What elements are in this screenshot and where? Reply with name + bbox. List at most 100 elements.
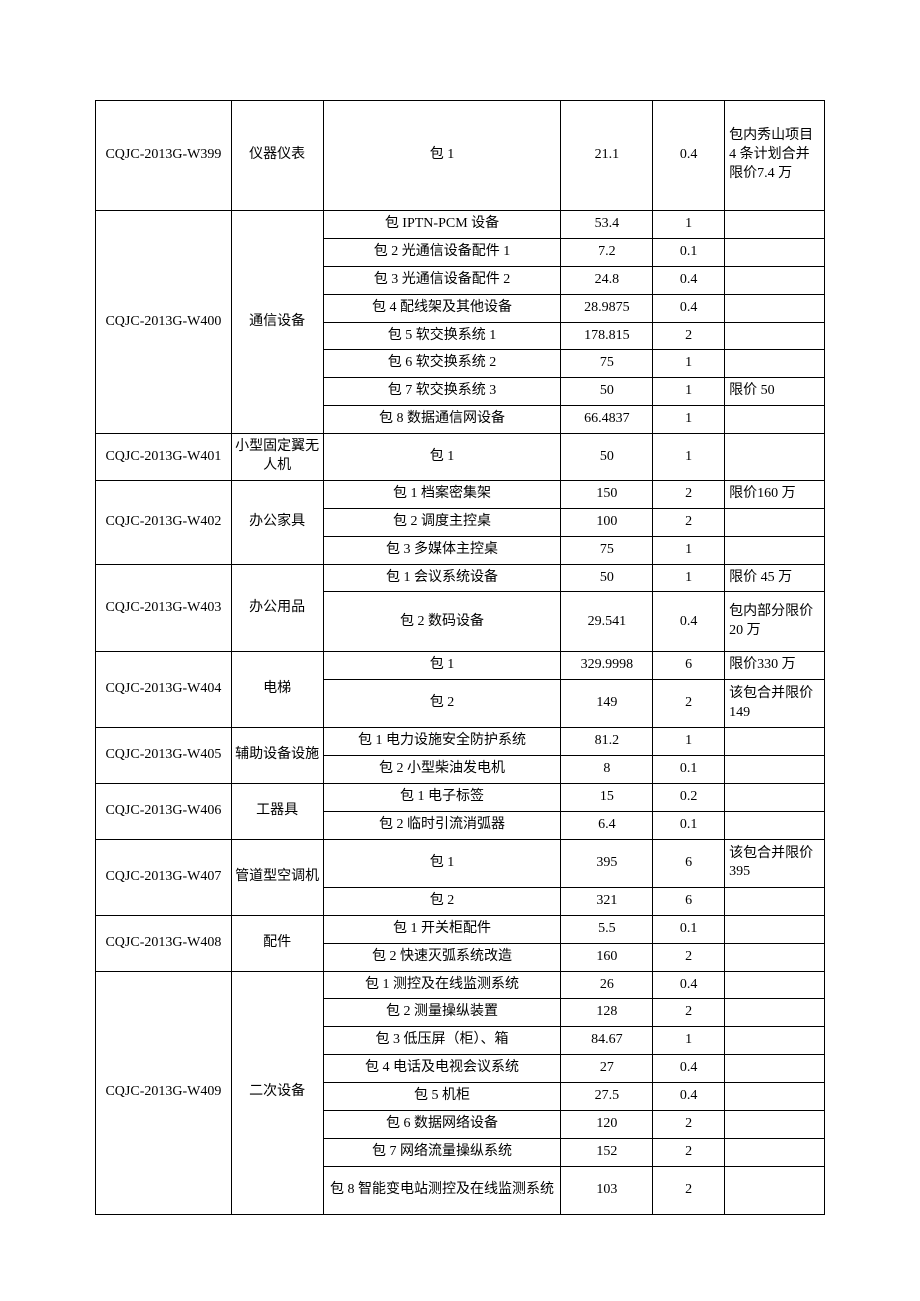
package-cell: 包 1	[323, 839, 561, 887]
package-cell: 包 1 开关柜配件	[323, 915, 561, 943]
package-cell: 包 IPTN-PCM 设备	[323, 211, 561, 239]
fee-cell: 6	[653, 839, 725, 887]
fee-cell: 0.4	[653, 592, 725, 652]
package-cell: 包 8 智能变电站测控及在线监测系统	[323, 1166, 561, 1214]
fee-cell: 2	[653, 680, 725, 728]
note-cell	[725, 812, 825, 840]
amount-cell: 24.8	[561, 266, 653, 294]
note-cell	[725, 728, 825, 756]
package-cell: 包 4 电话及电视会议系统	[323, 1055, 561, 1083]
package-cell: 包 2 快速灭弧系统改造	[323, 943, 561, 971]
note-cell	[725, 1027, 825, 1055]
category-cell: 工器具	[231, 784, 323, 840]
fee-cell: 2	[653, 1111, 725, 1139]
package-cell: 包 7 软交换系统 3	[323, 378, 561, 406]
category-cell: 配件	[231, 915, 323, 971]
amount-cell: 66.4837	[561, 406, 653, 434]
code-cell: CQJC-2013G-W406	[96, 784, 232, 840]
amount-cell: 6.4	[561, 812, 653, 840]
amount-cell: 120	[561, 1111, 653, 1139]
amount-cell: 75	[561, 536, 653, 564]
table-row: CQJC-2013G-W401小型固定翼无人机包 1501	[96, 434, 825, 481]
amount-cell: 21.1	[561, 101, 653, 211]
note-cell: 限价160 万	[725, 480, 825, 508]
note-cell: 该包合并限价 149	[725, 680, 825, 728]
note-cell	[725, 756, 825, 784]
package-cell: 包 3 光通信设备配件 2	[323, 266, 561, 294]
note-cell: 限价 45 万	[725, 564, 825, 592]
amount-cell: 5.5	[561, 915, 653, 943]
amount-cell: 150	[561, 480, 653, 508]
code-cell: CQJC-2013G-W403	[96, 564, 232, 652]
note-cell	[725, 536, 825, 564]
amount-cell: 8	[561, 756, 653, 784]
amount-cell: 28.9875	[561, 294, 653, 322]
package-cell: 包 1 档案密集架	[323, 480, 561, 508]
package-cell: 包 1 电子标签	[323, 784, 561, 812]
note-cell	[725, 350, 825, 378]
page-container: CQJC-2013G-W399仪器仪表包 121.10.4包内秀山项目 4 条计…	[0, 0, 920, 1275]
category-cell: 仪器仪表	[231, 101, 323, 211]
fee-cell: 1	[653, 434, 725, 481]
package-cell: 包 2 测量操纵装置	[323, 999, 561, 1027]
category-cell: 辅助设备设施	[231, 728, 323, 784]
table-row: CQJC-2013G-W402办公家具包 1 档案密集架1502限价160 万	[96, 480, 825, 508]
fee-cell: 0.4	[653, 266, 725, 294]
fee-cell: 1	[653, 378, 725, 406]
fee-cell: 1	[653, 536, 725, 564]
fee-cell: 1	[653, 1027, 725, 1055]
fee-cell: 0.1	[653, 238, 725, 266]
note-cell	[725, 406, 825, 434]
note-cell: 该包合并限价 395	[725, 839, 825, 887]
fee-cell: 1	[653, 406, 725, 434]
package-cell: 包 1 会议系统设备	[323, 564, 561, 592]
package-cell: 包 8 数据通信网设备	[323, 406, 561, 434]
package-cell: 包 3 多媒体主控桌	[323, 536, 561, 564]
amount-cell: 149	[561, 680, 653, 728]
amount-cell: 160	[561, 943, 653, 971]
category-cell: 二次设备	[231, 971, 323, 1214]
package-cell: 包 5 软交换系统 1	[323, 322, 561, 350]
amount-cell: 7.2	[561, 238, 653, 266]
note-cell	[725, 999, 825, 1027]
fee-cell: 0.4	[653, 101, 725, 211]
code-cell: CQJC-2013G-W407	[96, 839, 232, 915]
amount-cell: 103	[561, 1166, 653, 1214]
table-row: CQJC-2013G-W409二次设备包 1 测控及在线监测系统260.4	[96, 971, 825, 999]
amount-cell: 152	[561, 1138, 653, 1166]
fee-cell: 6	[653, 652, 725, 680]
fee-cell: 2	[653, 322, 725, 350]
fee-cell: 0.4	[653, 971, 725, 999]
note-cell	[725, 1166, 825, 1214]
package-cell: 包 1	[323, 101, 561, 211]
bid-packages-table: CQJC-2013G-W399仪器仪表包 121.10.4包内秀山项目 4 条计…	[95, 100, 825, 1215]
note-cell: 限价 50	[725, 378, 825, 406]
fee-cell: 0.1	[653, 812, 725, 840]
fee-cell: 2	[653, 999, 725, 1027]
amount-cell: 81.2	[561, 728, 653, 756]
package-cell: 包 3 低压屏（柜）、箱	[323, 1027, 561, 1055]
category-cell: 小型固定翼无人机	[231, 434, 323, 481]
fee-cell: 2	[653, 480, 725, 508]
fee-cell: 2	[653, 1138, 725, 1166]
package-cell: 包 7 网络流量操纵系统	[323, 1138, 561, 1166]
fee-cell: 1	[653, 564, 725, 592]
package-cell: 包 1	[323, 652, 561, 680]
category-cell: 办公用品	[231, 564, 323, 652]
amount-cell: 84.67	[561, 1027, 653, 1055]
code-cell: CQJC-2013G-W408	[96, 915, 232, 971]
amount-cell: 50	[561, 378, 653, 406]
note-cell: 包内部分限价 20 万	[725, 592, 825, 652]
note-cell	[725, 322, 825, 350]
category-cell: 电梯	[231, 652, 323, 728]
table-row: CQJC-2013G-W404电梯包 1329.99986限价330 万	[96, 652, 825, 680]
note-cell	[725, 1083, 825, 1111]
note-cell	[725, 211, 825, 239]
fee-cell: 1	[653, 211, 725, 239]
fee-cell: 2	[653, 943, 725, 971]
code-cell: CQJC-2013G-W400	[96, 211, 232, 434]
package-cell: 包 5 机柜	[323, 1083, 561, 1111]
amount-cell: 29.541	[561, 592, 653, 652]
note-cell	[725, 294, 825, 322]
package-cell: 包 1 电力设施安全防护系统	[323, 728, 561, 756]
